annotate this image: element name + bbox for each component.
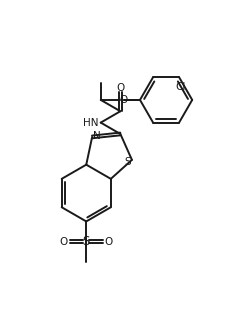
Text: HN: HN — [83, 118, 99, 128]
Text: S: S — [83, 235, 90, 248]
Text: O: O — [119, 95, 128, 105]
Text: O: O — [59, 237, 68, 247]
Text: O: O — [116, 83, 124, 93]
Text: O: O — [105, 237, 113, 247]
Text: Cl: Cl — [175, 82, 185, 92]
Text: N: N — [93, 131, 101, 141]
Text: S: S — [125, 157, 131, 167]
